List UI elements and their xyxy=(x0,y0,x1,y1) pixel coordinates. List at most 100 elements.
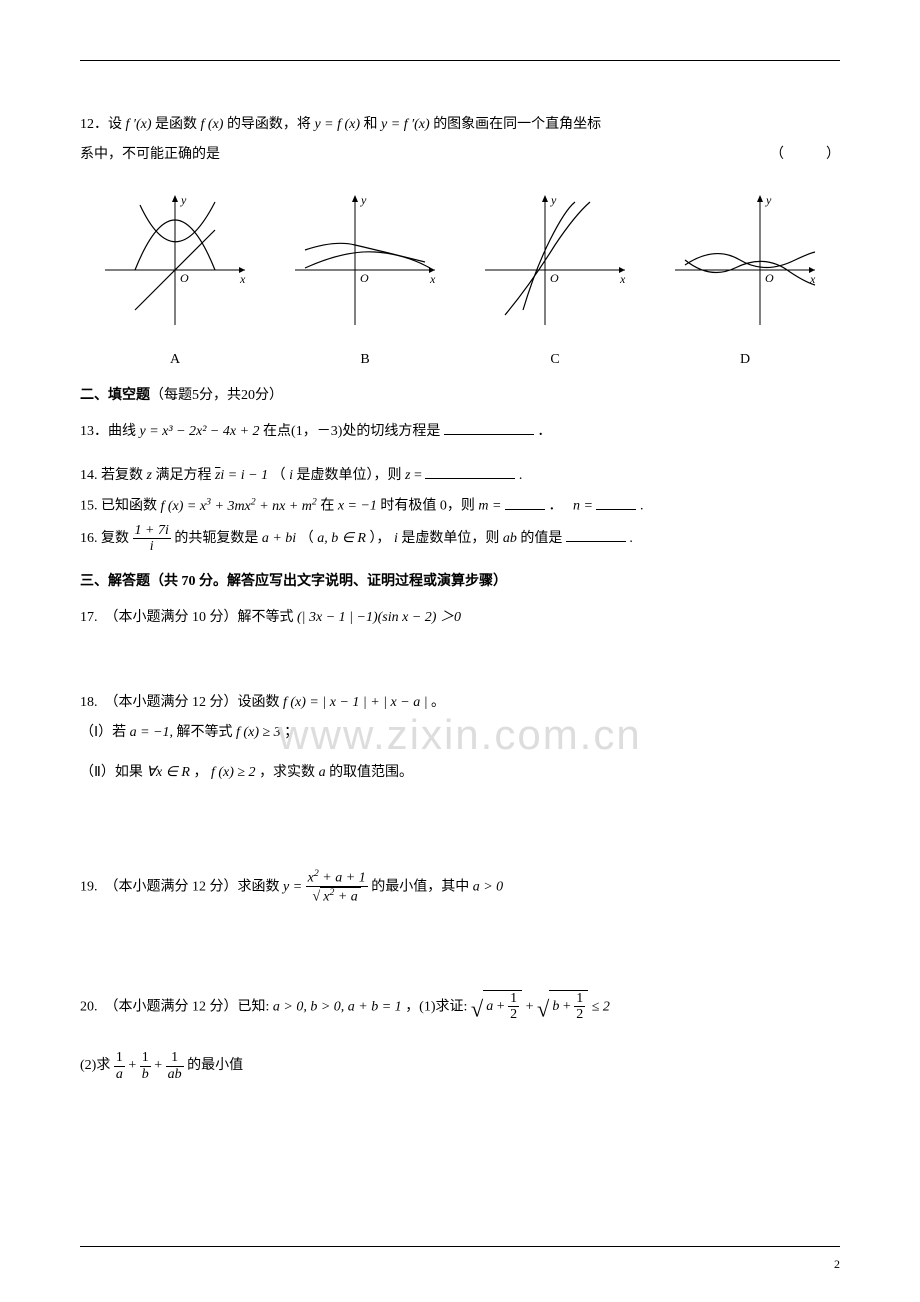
q14-eq: = xyxy=(414,468,422,483)
svg-text:y: y xyxy=(180,193,187,207)
q15-m: m = xyxy=(478,499,501,514)
bottom-rule xyxy=(80,1246,840,1247)
section2-title: 二、填空题（每题5分，共20分） xyxy=(80,382,840,410)
svg-text:y: y xyxy=(550,193,557,207)
q12-graph-row: O x y A O x y xyxy=(80,175,840,368)
q18-l3-sep: ， xyxy=(193,765,207,780)
q16-frac-num: 1 + 7i xyxy=(133,523,171,539)
q20-l1-cond: a > 0, b > 0, a + b = 1 xyxy=(273,999,402,1014)
q20-t2: 1 b xyxy=(140,1050,151,1082)
q16-mid2: （ xyxy=(300,531,314,546)
q18-l2-suffix: ； xyxy=(284,725,298,740)
q18-l2-prefix: （Ⅰ）若 xyxy=(80,725,130,740)
q15-mid1: 在 xyxy=(320,499,338,514)
svg-text:x: x xyxy=(619,272,626,286)
q14-i: i xyxy=(289,468,293,483)
q12-prefix: 12．设 xyxy=(80,117,126,132)
q20-l2: (2)求 1 a + 1 b + 1 ab 的最小值 xyxy=(80,1050,840,1082)
q18-l3-cond2: f (x) ≥ 2 xyxy=(211,765,256,780)
q20-t3: 1 ab xyxy=(166,1050,184,1082)
q16-mid5: 的值是 xyxy=(520,531,562,546)
q16-abv: ab xyxy=(503,531,517,546)
q12-expr3: y = f (x) xyxy=(314,117,360,132)
q12-mid2: 的导函数，将 xyxy=(227,117,315,132)
graph-d: O x y D xyxy=(665,175,825,368)
graph-a: O x y A xyxy=(95,175,255,368)
q18-l2-cond: a = −1, xyxy=(130,725,173,740)
page-number: 2 xyxy=(834,1257,840,1272)
q16-mid1: 的共轭复数是 xyxy=(174,531,262,546)
q13-blank xyxy=(444,421,534,435)
q16-cond: a, b ∈ R xyxy=(317,531,366,546)
section3-title-text: 三、解答题（共 70 分。解答应写出文字说明、证明过程或演算步骤） xyxy=(80,574,507,589)
svg-text:y: y xyxy=(765,193,772,207)
section2-title-text: 二、填空题 xyxy=(80,388,150,403)
q18-l2-expr: f (x) ≥ 3 xyxy=(236,725,281,740)
q19-den: √x2 + a xyxy=(306,887,368,905)
q19-mid: 的最小值，其中 xyxy=(371,880,473,895)
section2-note: （每题5分，共20分） xyxy=(150,388,283,403)
q19-yeq: y = xyxy=(283,880,302,895)
q17: 17. （本小题满分 10 分）解不等式 (| 3x − 1 | −1)(sin… xyxy=(80,604,840,632)
q18-l3-a: a xyxy=(319,765,326,780)
q19-num: x2 + a + 1 xyxy=(306,869,368,887)
q20-l1: 20. （本小题满分 12 分）已知: a > 0, b > 0, a + b … xyxy=(80,988,840,1033)
q16-suffix: . xyxy=(629,531,633,546)
q19-cond: a > 0 xyxy=(473,880,503,895)
svg-text:x: x xyxy=(429,272,436,286)
q18-l3-prefix: （Ⅱ）如果 xyxy=(80,765,146,780)
q12-line2: 系中，不可能正确的是 （ ） xyxy=(80,141,840,169)
q14-mid1: 满足方程 xyxy=(155,468,215,483)
q16-frac: 1 + 7i i xyxy=(133,523,171,555)
q16-i: i xyxy=(394,531,398,546)
svg-text:y: y xyxy=(360,193,367,207)
svg-text:x: x xyxy=(239,272,246,286)
q20-l2-suffix: 的最小值 xyxy=(187,1058,243,1073)
q12-mid1: 是函数 xyxy=(155,117,201,132)
q14-mid2: （ xyxy=(272,468,286,483)
q18-l1-expr: f (x) = | x − 1 | + | x − a | xyxy=(283,695,428,710)
q19: 19. （本小题满分 12 分）求函数 y = x2 + a + 1 √x2 +… xyxy=(80,869,840,905)
q15-blank-n xyxy=(596,496,636,510)
q15-n: n = xyxy=(573,499,593,514)
q19-frac: x2 + a + 1 √x2 + a xyxy=(306,869,368,905)
q17-expr: (| 3x − 1 | −1)(sin x − 2) ＞0 xyxy=(297,610,461,625)
q18-l1: 18. （本小题满分 12 分）设函数 f (x) = | x − 1 | + … xyxy=(80,689,840,717)
q20-le2: ≤ 2 xyxy=(592,999,610,1014)
q18-l3-cond1: ∀x ∈ R xyxy=(146,765,190,780)
q14-mid3: 是虚数单位），则 xyxy=(296,468,405,483)
q13-prefix: 13．曲线 xyxy=(80,424,140,439)
svg-text:O: O xyxy=(550,271,559,285)
q12-paren: （ ） xyxy=(770,141,840,169)
q20-plus: + xyxy=(526,999,537,1014)
q12-line2-text: 系中，不可能正确的是 xyxy=(80,141,220,169)
q14-blank xyxy=(425,465,515,479)
q16: 16. 复数 1 + 7i i 的共轭复数是 a + bi （ a, b ∈ R… xyxy=(80,523,840,555)
q18-l3-suffix: 的取值范围。 xyxy=(329,765,413,780)
graph-c-label: C xyxy=(475,352,635,368)
q12-line1: 12．设 f ′(x) 是函数 f (x) 的导函数，将 y = f (x) 和… xyxy=(80,111,840,139)
q16-frac-den: i xyxy=(133,539,171,554)
q14: 14. 若复数 z 满足方程 zi = i − 1 （ i 是虚数单位），则 z… xyxy=(80,462,840,490)
q15-expr: f (x) = x3 + 3mx2 + nx + m2 xyxy=(161,499,317,514)
q20-sqrt1: √a + 12 xyxy=(471,999,526,1014)
q12-suffix1: 的图象画在同一个直角坐标 xyxy=(433,117,601,132)
top-rule xyxy=(80,60,840,61)
q20-l1-mid: ，(1)求证: xyxy=(405,999,471,1014)
section3-title: 三、解答题（共 70 分。解答应写出文字说明、证明过程或演算步骤） xyxy=(80,568,840,596)
q16-blank xyxy=(566,528,626,542)
q20-sqrt2: √b + 12 xyxy=(537,999,592,1014)
q18-l2-mid: 解不等式 xyxy=(177,725,237,740)
q14-z2: z xyxy=(405,468,410,483)
q12-expr4: y = f ′(x) xyxy=(381,117,430,132)
q14-prefix: 14. 若复数 xyxy=(80,468,147,483)
q20-l2-prefix: (2)求 xyxy=(80,1058,114,1073)
q12-expr1: f ′(x) xyxy=(126,117,152,132)
q15-blank-m xyxy=(505,496,545,510)
q18-l1-prefix: 18. （本小题满分 12 分）设函数 xyxy=(80,695,283,710)
svg-text:O: O xyxy=(180,271,189,285)
q18-l2: （Ⅰ）若 a = −1, 解不等式 f (x) ≥ 3 ； xyxy=(80,719,840,747)
graph-a-label: A xyxy=(95,352,255,368)
q16-mid3: ）， xyxy=(369,531,390,546)
q14-z: z xyxy=(147,468,152,483)
